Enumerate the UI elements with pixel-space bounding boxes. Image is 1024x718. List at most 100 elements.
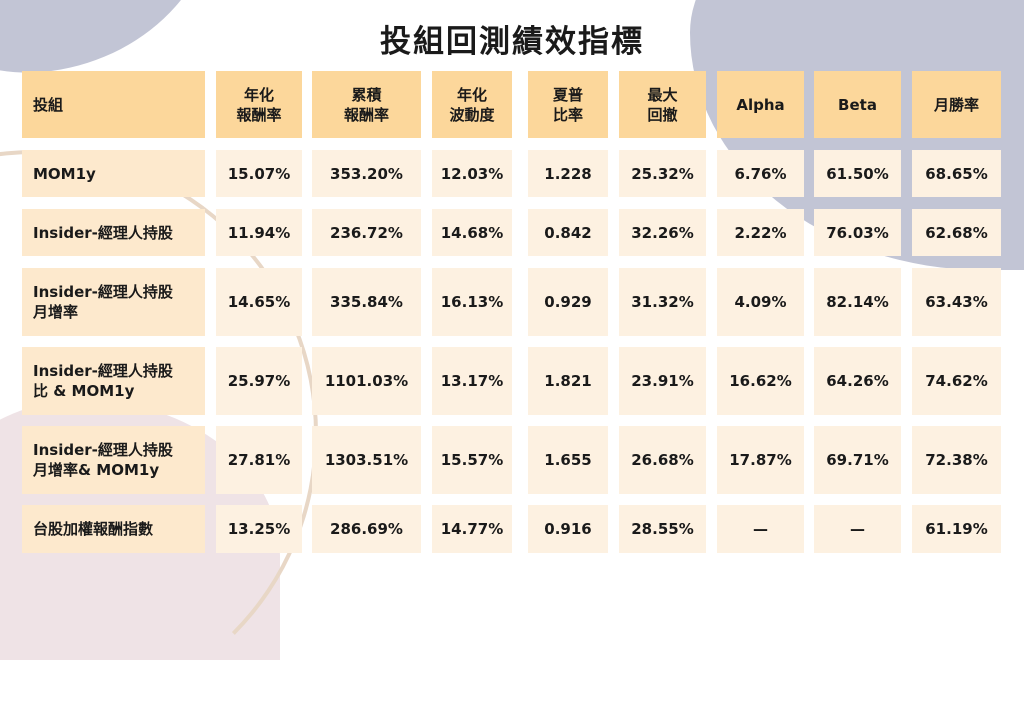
table-cell: 25.97%	[216, 347, 302, 415]
table-cell-text: 23.91%	[631, 372, 694, 390]
table-cell-text: 1303.51%	[324, 451, 409, 469]
header-annual-volatility-text: 年化 波動度	[449, 85, 495, 124]
table-cell-text: 25.97%	[227, 372, 291, 390]
header-alpha-text: Alpha	[736, 95, 785, 114]
table-cell: 17.87%	[717, 426, 804, 494]
table-cell: 13.17%	[432, 347, 512, 415]
table-cell-text: 74.62%	[925, 372, 988, 390]
table-cell: 0.916	[528, 505, 608, 553]
table-cell-text: 63.43%	[925, 293, 988, 311]
table-cell-text: 353.20%	[330, 164, 403, 183]
table-cell: 68.65%	[912, 150, 1001, 197]
table-cell: 1.655	[528, 426, 608, 494]
row-portfolio-name: MOM1y	[22, 150, 205, 197]
page-title: 投組回測績效指標	[380, 24, 644, 60]
header-cumulative-return: 累積 報酬率	[312, 71, 421, 138]
table-cell-text: 1.821	[544, 372, 592, 390]
table-cell: 0.842	[528, 209, 608, 256]
table-cell-text: 4.09%	[734, 293, 787, 311]
table-cell-text: 0.916	[544, 520, 592, 538]
table-cell-text: 61.50%	[826, 164, 889, 183]
table-cell-text: 1101.03%	[324, 372, 409, 390]
table-cell: 16.13%	[432, 268, 512, 336]
table-cell: 11.94%	[216, 209, 302, 256]
table-cell: 236.72%	[312, 209, 421, 256]
header-cumulative-return-text: 累積 報酬率	[343, 85, 389, 124]
table-cell-text: 0.842	[544, 223, 592, 242]
row-portfolio-name-text: 台股加權報酬指數	[33, 520, 154, 538]
table-cell: 14.65%	[216, 268, 302, 336]
table-cell-text: 14.68%	[440, 223, 504, 242]
row-portfolio-name-text: Insider-經理人持股 月增率& MOM1y	[33, 441, 173, 479]
row-portfolio-name-text: Insider-經理人持股	[33, 223, 173, 242]
table-cell-text: 0.929	[544, 293, 592, 311]
table-cell-text: 13.25%	[227, 520, 291, 538]
table-cell-text: —	[850, 520, 865, 538]
table-cell-text: 13.17%	[440, 372, 504, 390]
table-cell: 4.09%	[717, 268, 804, 336]
table-cell-text: 14.65%	[227, 293, 291, 311]
table-cell-text: —	[753, 520, 768, 538]
table-cell: 12.03%	[432, 150, 512, 197]
header-portfolio: 投組	[22, 71, 205, 138]
table-cell: 0.929	[528, 268, 608, 336]
table-cell: 62.68%	[912, 209, 1001, 256]
table-cell-text: 62.68%	[925, 223, 988, 242]
table-cell: 353.20%	[312, 150, 421, 197]
table-cell-text: 14.77%	[440, 520, 504, 538]
table-cell: 1.228	[528, 150, 608, 197]
header-max-drawdown: 最大 回撤	[619, 71, 706, 138]
table-cell: 31.32%	[619, 268, 706, 336]
table-cell: 69.71%	[814, 426, 901, 494]
table-cell-text: 15.07%	[227, 164, 291, 183]
table-cell: 63.43%	[912, 268, 1001, 336]
table-cell: 1.821	[528, 347, 608, 415]
table-cell: 76.03%	[814, 209, 901, 256]
table-cell: 61.19%	[912, 505, 1001, 553]
table-cell-text: 25.32%	[631, 164, 694, 183]
table-cell-text: 1.655	[544, 451, 592, 469]
header-sharpe-ratio: 夏普 比率	[528, 71, 608, 138]
table-cell: 72.38%	[912, 426, 1001, 494]
header-monthly-win-rate-text: 月勝率	[933, 95, 979, 114]
table-cell: 1101.03%	[312, 347, 421, 415]
table-cell-text: 82.14%	[826, 293, 889, 311]
table-cell-text: 31.32%	[631, 293, 694, 311]
table-cell: 2.22%	[717, 209, 804, 256]
header-annual-return-text: 年化 報酬率	[236, 85, 282, 124]
table-cell-text: 61.19%	[925, 520, 988, 538]
table-cell-text: 76.03%	[826, 223, 889, 242]
table-cell: 286.69%	[312, 505, 421, 553]
header-portfolio-text: 投組	[33, 95, 64, 114]
table-cell: 16.62%	[717, 347, 804, 415]
row-portfolio-name: Insider-經理人持股 比 & MOM1y	[22, 347, 205, 415]
table-cell: 28.55%	[619, 505, 706, 553]
table-cell-text: 27.81%	[227, 451, 291, 469]
table-cell-text: 335.84%	[330, 293, 403, 311]
table-cell: 14.77%	[432, 505, 512, 553]
table-cell-text: 11.94%	[227, 223, 291, 242]
table-cell: 64.26%	[814, 347, 901, 415]
table-cell-text: 2.22%	[734, 223, 787, 242]
header-beta-text: Beta	[838, 95, 877, 114]
table-cell: 13.25%	[216, 505, 302, 553]
table-cell: 14.68%	[432, 209, 512, 256]
table-cell-text: 17.87%	[729, 451, 792, 469]
row-portfolio-name: Insider-經理人持股 月增率	[22, 268, 205, 336]
table-cell: 335.84%	[312, 268, 421, 336]
row-portfolio-name: 台股加權報酬指數	[22, 505, 205, 553]
row-portfolio-name: Insider-經理人持股	[22, 209, 205, 256]
header-max-drawdown-text: 最大 回撤	[647, 85, 678, 124]
table-cell-text: 28.55%	[631, 520, 694, 538]
table-cell: 26.68%	[619, 426, 706, 494]
header-sharpe-ratio-text: 夏普 比率	[552, 85, 583, 124]
table-cell: 82.14%	[814, 268, 901, 336]
row-portfolio-name: Insider-經理人持股 月增率& MOM1y	[22, 426, 205, 494]
table-cell-text: 69.71%	[826, 451, 889, 469]
table-cell: 25.32%	[619, 150, 706, 197]
table-cell: 61.50%	[814, 150, 901, 197]
header-alpha: Alpha	[717, 71, 804, 138]
table-cell: 74.62%	[912, 347, 1001, 415]
table-cell: —	[717, 505, 804, 553]
header-annual-return: 年化 報酬率	[216, 71, 302, 138]
